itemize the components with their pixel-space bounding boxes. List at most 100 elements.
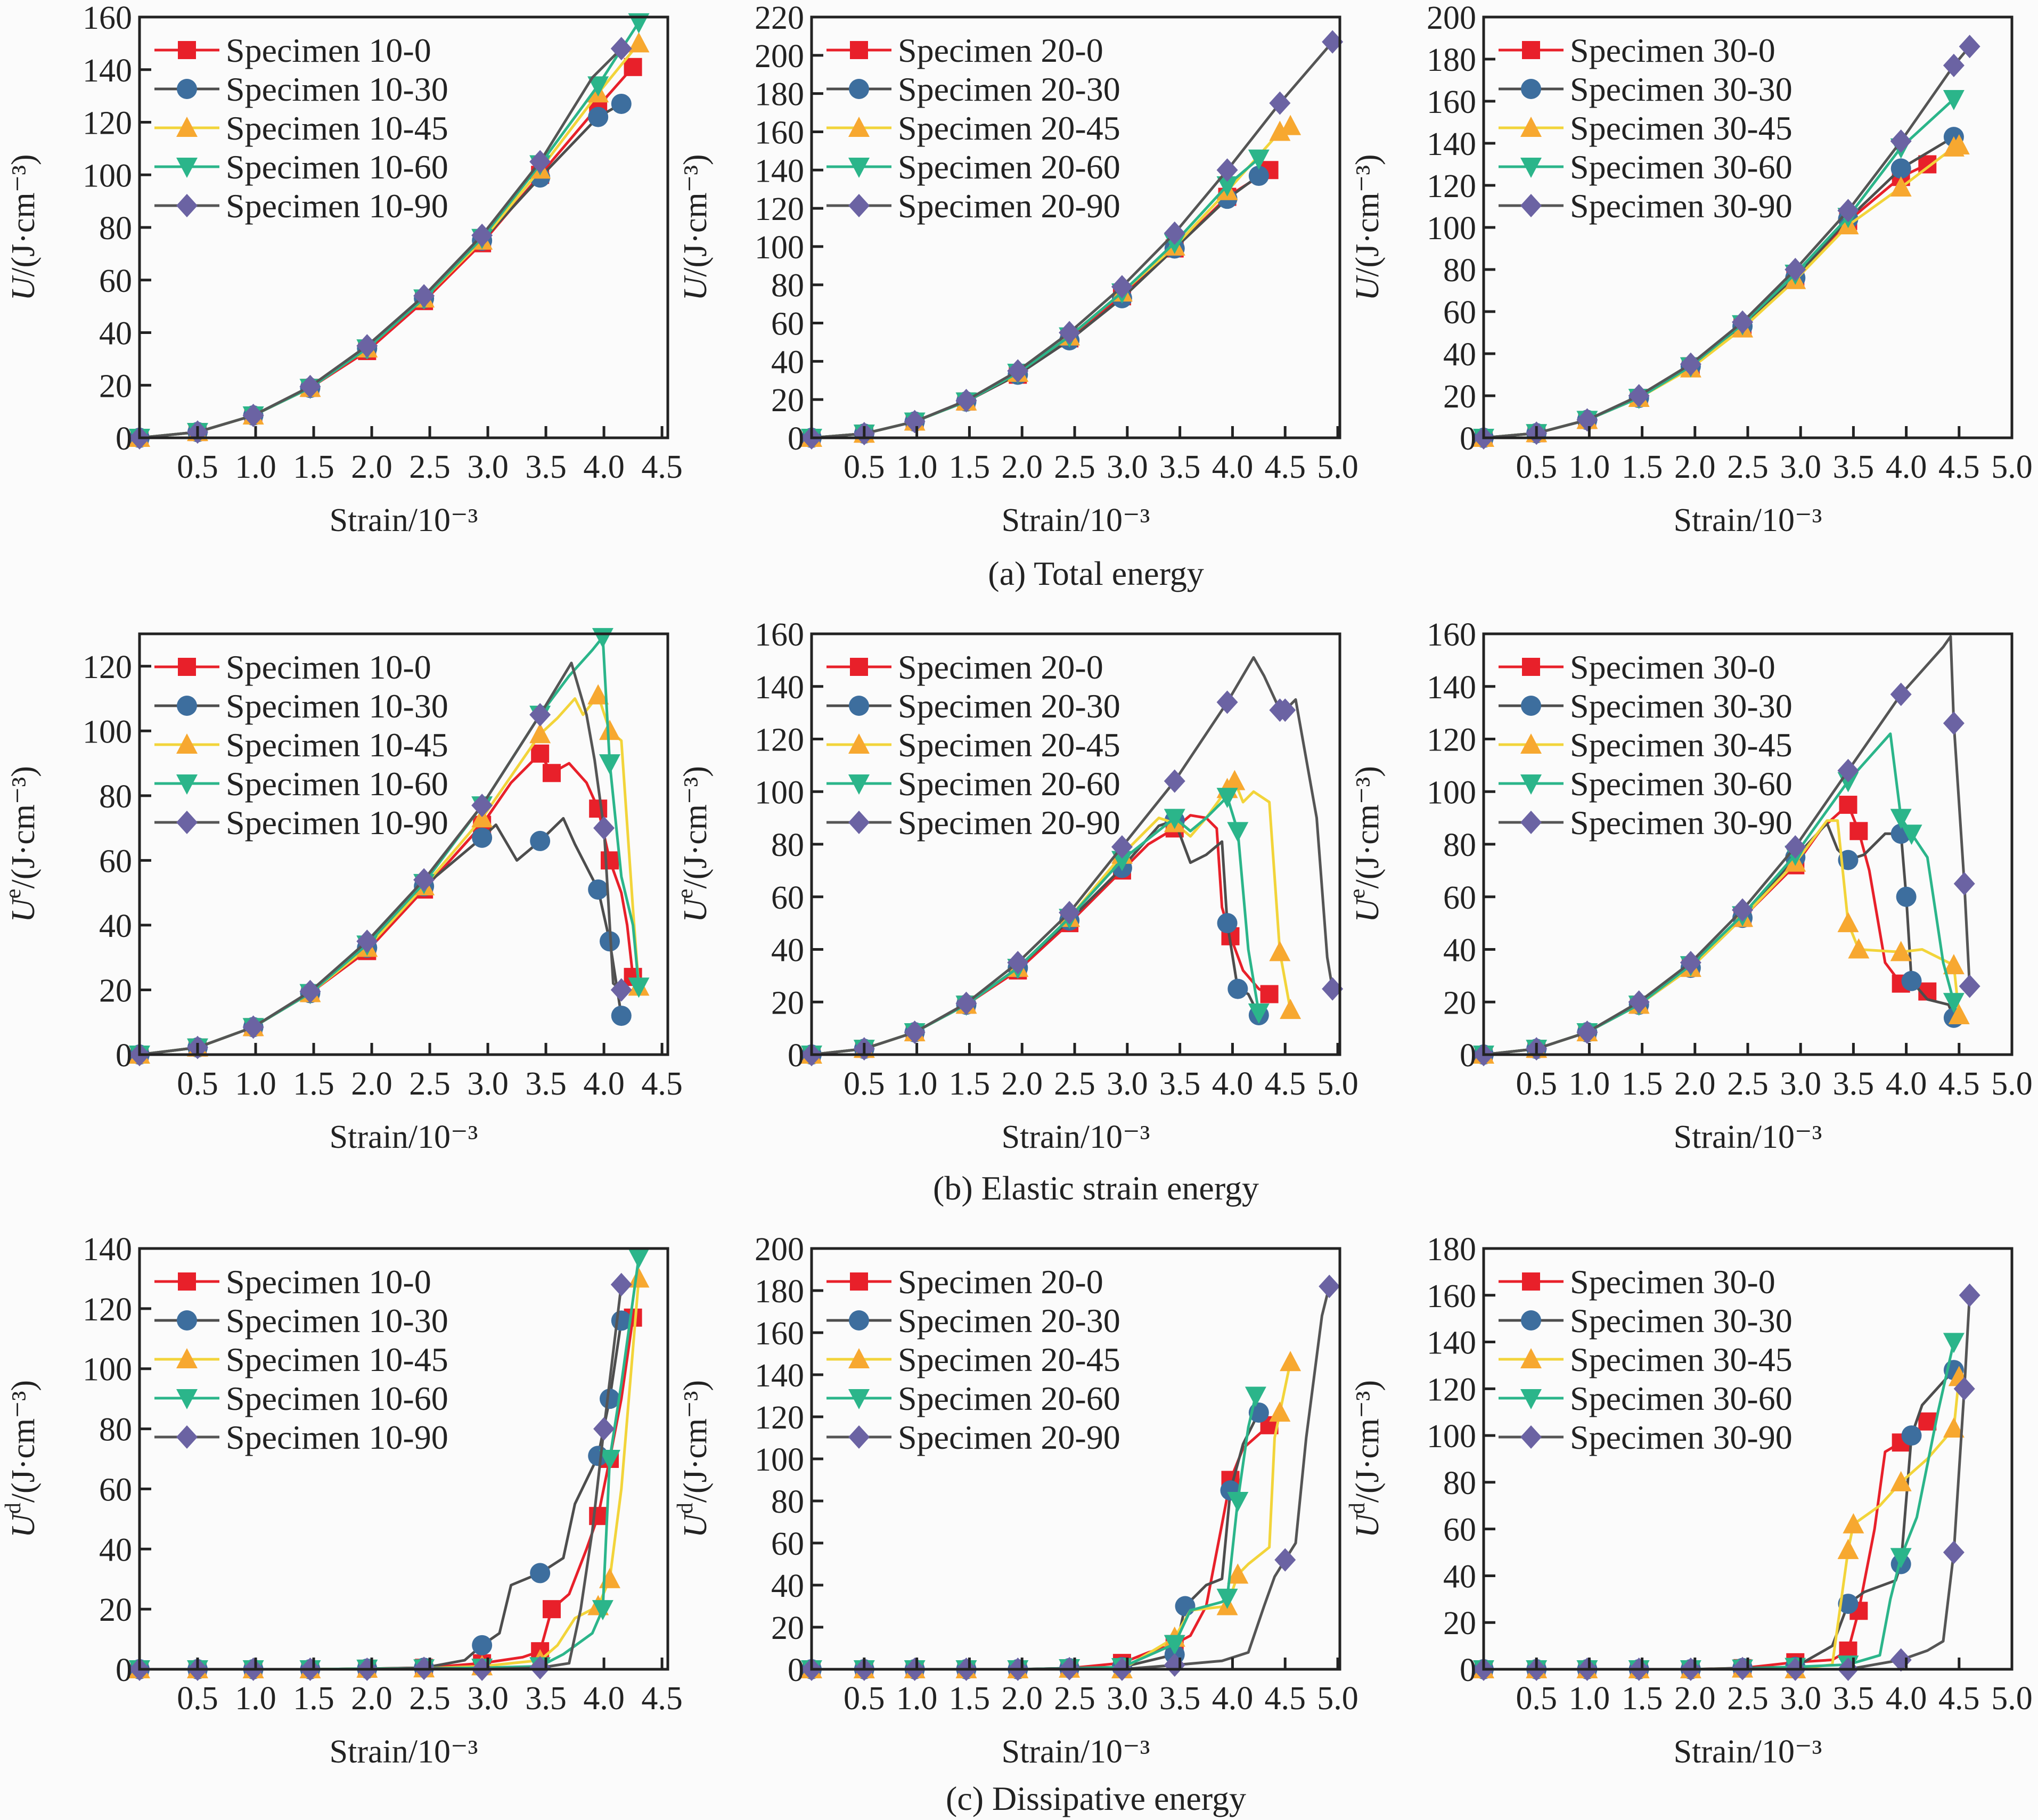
legend-label: Specimen 20-45 — [898, 1341, 1120, 1378]
data-point — [1007, 951, 1029, 975]
data-point — [530, 1563, 551, 1584]
data-point — [588, 879, 609, 900]
legend-item: Specimen 10-30 — [154, 1302, 448, 1340]
series-specimen-10-90 — [129, 37, 632, 450]
legend-marker — [850, 1272, 868, 1291]
data-point — [599, 1450, 620, 1470]
data-point — [1890, 1548, 1912, 1569]
data-point — [1274, 1548, 1296, 1572]
data-point — [1837, 758, 1859, 782]
data-point — [413, 284, 435, 308]
legend-label: Specimen 10-45 — [226, 109, 448, 147]
y-tick-label: 40 — [1443, 337, 1476, 373]
x-tick-label: 2.0 — [351, 1066, 392, 1102]
data-point — [1943, 1417, 1965, 1438]
data-point — [599, 754, 620, 775]
data-point — [1959, 1283, 1980, 1307]
data-point — [472, 827, 493, 848]
data-point — [1943, 1540, 1965, 1564]
chart-panel-8: 0.5 1.0 1.5 2.0 2.5 3.0 3.5 4.0 4.5 5.0 0 20 40 60 80 1… — [673, 1231, 1358, 1770]
caption-dissipative-energy: (c) Dissipative energy — [946, 1780, 1246, 1817]
data-point — [955, 991, 977, 1015]
x-tick-label: 3.5 — [1159, 449, 1201, 485]
data-point — [471, 223, 493, 247]
data-point — [1269, 91, 1291, 115]
legend-marker — [178, 41, 196, 59]
y-tick-label: 0 — [788, 1038, 804, 1074]
legend-item: Specimen 10-60 — [154, 1380, 448, 1417]
data-point — [1322, 977, 1344, 1001]
legend-item: Specimen 30-45 — [1499, 1341, 1793, 1378]
legend-item: Specimen 20-60 — [826, 148, 1120, 186]
x-axis-label: Strain/10⁻³ — [1002, 1119, 1150, 1155]
x-tick-label: 3.0 — [467, 449, 509, 485]
data-point — [299, 980, 321, 1003]
series-specimen-20-90 — [801, 30, 1344, 450]
legend-item: Specimen 10-0 — [154, 648, 431, 686]
data-point — [1901, 1425, 1922, 1446]
data-point — [1890, 1471, 1912, 1491]
legend-label: Specimen 30-60 — [1570, 148, 1793, 186]
legend-item: Specimen 10-30 — [154, 687, 448, 725]
x-tick-label: 4.5 — [1264, 1680, 1306, 1717]
y-tick-label: 140 — [755, 153, 804, 189]
data-point — [530, 830, 551, 851]
data-point — [472, 1635, 493, 1655]
x-tick-label: 1.5 — [949, 1066, 991, 1102]
y-tick-label: 20 — [99, 973, 132, 1009]
y-tick-label: 80 — [1443, 252, 1476, 289]
legend-item: Specimen 20-45 — [826, 726, 1120, 764]
x-tick-label: 5.0 — [1991, 1680, 2033, 1717]
legend-marker — [1520, 733, 1542, 754]
data-point — [599, 1389, 620, 1409]
legend-marker — [1522, 41, 1540, 59]
legend-label: Specimen 10-90 — [226, 804, 448, 842]
x-tick-label: 2.0 — [351, 449, 392, 485]
legend-label: Specimen 10-30 — [226, 1302, 448, 1340]
y-tick-label: 180 — [1427, 42, 1476, 78]
y-tick-label: 140 — [1427, 126, 1476, 162]
series-specimen-30-90 — [1473, 635, 1980, 1066]
x-tick-label: 2.5 — [409, 1066, 451, 1102]
legend-item: Specimen 30-0 — [1499, 1263, 1775, 1301]
legend-label: Specimen 20-60 — [898, 148, 1120, 186]
legend-marker — [1520, 774, 1542, 795]
legend-label: Specimen 30-90 — [1570, 1418, 1793, 1456]
legend-label: Specimen 20-45 — [898, 109, 1120, 147]
y-tick-label: 100 — [83, 714, 132, 750]
y-tick-label: 80 — [771, 1484, 804, 1520]
data-point — [1839, 795, 1857, 814]
x-tick-label: 2.0 — [1001, 1680, 1043, 1717]
data-point — [1111, 851, 1133, 871]
data-point — [1953, 872, 1975, 896]
y-tick-label: 60 — [771, 880, 804, 916]
x-tick-label: 3.5 — [525, 1066, 567, 1102]
data-point — [1628, 384, 1650, 407]
data-point — [1576, 408, 1598, 432]
data-point — [1322, 30, 1344, 54]
data-point — [471, 807, 493, 828]
data-point — [1680, 352, 1701, 376]
y-tick-label: 0 — [1460, 421, 1476, 457]
legend-item: Specimen 20-90 — [826, 804, 1120, 842]
data-point — [1890, 176, 1912, 197]
legend-marker — [177, 696, 197, 716]
x-tick-label: 4.0 — [1212, 1680, 1254, 1717]
data-point — [593, 816, 615, 840]
y-tick-label: 80 — [771, 827, 804, 863]
y-tick-label: 60 — [99, 1472, 132, 1508]
y-axis-superscript: e — [673, 888, 698, 899]
legend-marker — [1521, 696, 1541, 716]
data-point — [592, 1600, 613, 1621]
data-point — [1269, 120, 1291, 141]
y-tick-label: 0 — [788, 1652, 804, 1688]
legend-label: Specimen 20-90 — [898, 1418, 1120, 1456]
y-tick-label: 20 — [1443, 379, 1476, 415]
x-tick-label: 2.5 — [1054, 1066, 1095, 1102]
y-tick-label: 100 — [755, 230, 804, 266]
data-point — [1943, 1333, 1965, 1353]
y-tick-label: 100 — [1427, 210, 1476, 247]
x-tick-label: 1.0 — [1569, 449, 1610, 485]
